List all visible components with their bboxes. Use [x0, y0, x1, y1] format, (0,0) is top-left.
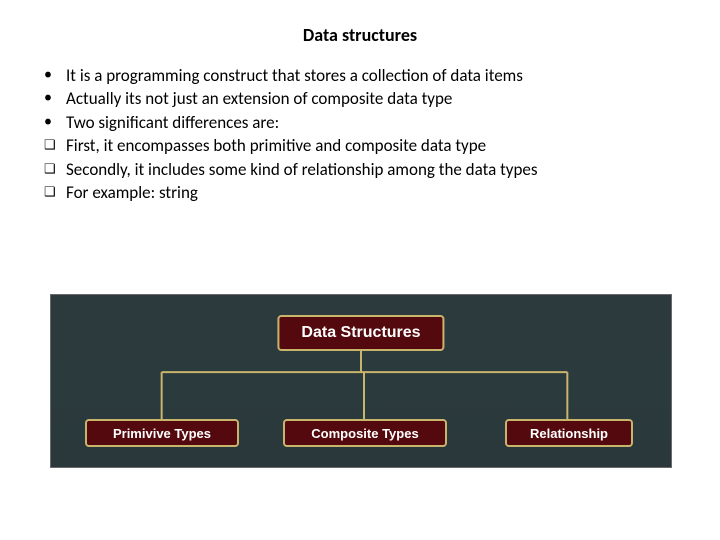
bullet-list: • It is a programming construct that sto… — [0, 64, 720, 205]
bullet-text: It is a programming construct that store… — [66, 64, 680, 87]
bullet-dot-icon: • — [44, 64, 66, 86]
bullet-text: For example: string — [66, 181, 680, 204]
list-item: ❑ Secondly, it includes some kind of rel… — [44, 158, 680, 181]
list-item: • It is a programming construct that sto… — [44, 64, 680, 87]
tree-child-node: Relationship — [505, 419, 633, 447]
tree-child-node: Primivive Types — [85, 419, 239, 447]
list-item: ❑ For example: string — [44, 181, 680, 204]
bullet-text: Actually its not just an extension of co… — [66, 87, 680, 110]
tree-diagram: Data Structures Primivive Types Composit… — [51, 295, 671, 467]
diagram-frame: Data Structures Primivive Types Composit… — [50, 294, 672, 468]
bullet-square-icon: ❑ — [44, 181, 66, 202]
bullet-text: Two significant differences are: — [66, 111, 680, 134]
list-item: • Two significant differences are: — [44, 111, 680, 134]
tree-root-node: Data Structures — [277, 315, 444, 351]
bullet-text: Secondly, it includes some kind of relat… — [66, 158, 680, 181]
bullet-text: First, it encompasses both primitive and… — [66, 134, 680, 157]
bullet-dot-icon: • — [44, 87, 66, 109]
bullet-square-icon: ❑ — [44, 134, 66, 155]
bullet-dot-icon: • — [44, 111, 66, 133]
list-item: • Actually its not just an extension of … — [44, 87, 680, 110]
tree-child-node: Composite Types — [283, 419, 447, 447]
bullet-square-icon: ❑ — [44, 158, 66, 179]
list-item: ❑ First, it encompasses both primitive a… — [44, 134, 680, 157]
slide-title: Data structures — [0, 0, 720, 64]
